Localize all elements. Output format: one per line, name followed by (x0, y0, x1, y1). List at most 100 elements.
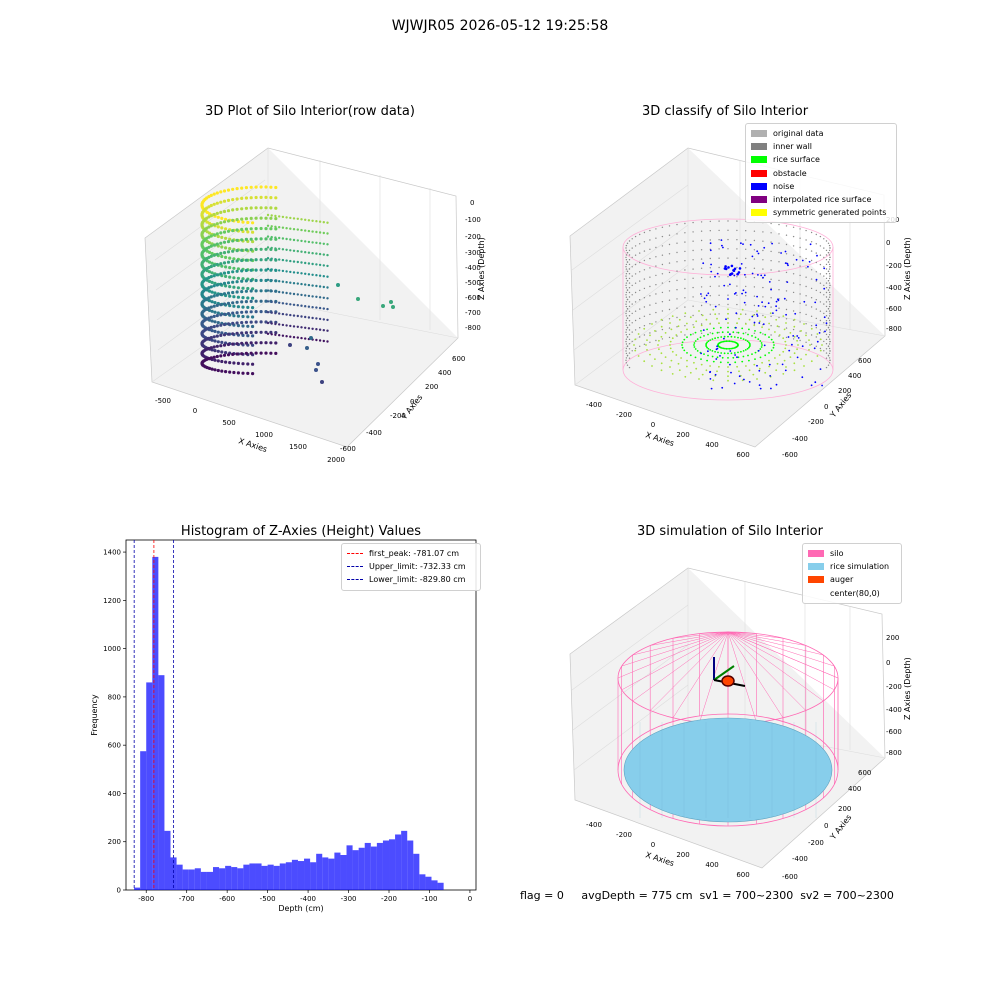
point (808, 260, 811, 263)
point (649, 295, 651, 297)
point (264, 216, 268, 220)
panel1-z-tick: -300 (465, 249, 481, 257)
point (702, 329, 705, 331)
point (709, 304, 711, 306)
point (709, 230, 711, 232)
point (686, 328, 688, 331)
point (216, 330, 220, 334)
point (254, 216, 258, 220)
point (254, 195, 258, 200)
point (326, 329, 329, 332)
point (270, 246, 273, 250)
point (235, 280, 239, 284)
point (763, 246, 766, 249)
point (745, 313, 747, 315)
point (727, 220, 729, 222)
point (259, 226, 263, 231)
point (684, 287, 686, 290)
point (228, 247, 232, 251)
point (762, 323, 765, 325)
point (740, 263, 743, 265)
histogram-bar (407, 840, 414, 890)
point (705, 294, 708, 297)
histogram-bar (134, 887, 141, 890)
point (709, 313, 711, 315)
point (718, 257, 720, 259)
point (269, 196, 273, 200)
point (718, 239, 720, 241)
point (709, 276, 711, 278)
point (722, 347, 725, 350)
point (625, 284, 627, 287)
point (232, 285, 236, 289)
point (296, 282, 299, 285)
point (669, 340, 672, 343)
point (714, 350, 716, 353)
point (281, 258, 285, 262)
point (791, 343, 793, 346)
point (731, 347, 734, 350)
point (631, 294, 633, 296)
point (825, 343, 828, 345)
point (246, 286, 250, 291)
legend-item: Upper_limit: -732.33 cm (347, 560, 475, 573)
point (244, 320, 248, 324)
point (240, 321, 244, 325)
point (226, 250, 231, 254)
point (733, 336, 736, 338)
point (240, 290, 244, 294)
point (668, 253, 671, 255)
point (661, 310, 664, 312)
point (693, 346, 696, 348)
point (626, 261, 629, 263)
point (626, 308, 629, 310)
point (655, 274, 657, 277)
point (792, 245, 795, 247)
point (254, 299, 258, 303)
point (828, 305, 831, 308)
point (747, 333, 749, 336)
point (326, 275, 329, 278)
point (718, 303, 720, 306)
point (799, 293, 801, 295)
point (266, 300, 270, 303)
point (772, 346, 775, 349)
point (736, 276, 738, 278)
point (216, 225, 220, 229)
point (322, 318, 325, 321)
point (249, 237, 253, 241)
point (628, 249, 631, 252)
point (625, 256, 627, 259)
panel1-z-tick: -600 (465, 294, 481, 302)
point (631, 284, 633, 287)
point (775, 305, 777, 308)
point (661, 254, 664, 256)
point (676, 326, 678, 328)
point (828, 310, 831, 312)
point (231, 229, 235, 233)
point (251, 230, 255, 234)
point (231, 208, 235, 212)
point (235, 197, 239, 201)
point (825, 291, 828, 294)
point (753, 332, 756, 334)
point (304, 251, 307, 254)
point (643, 360, 646, 363)
point (322, 296, 325, 299)
point (628, 320, 631, 322)
point (825, 352, 828, 354)
point (212, 284, 216, 288)
point (784, 340, 787, 343)
point (643, 259, 646, 262)
point (628, 310, 631, 312)
point (625, 259, 628, 261)
legend-item: interpolated rice surface (751, 193, 891, 206)
point (209, 325, 213, 329)
point (318, 296, 322, 299)
point (300, 326, 303, 329)
point (212, 314, 216, 318)
panel4-z-tick: -200 (886, 683, 902, 691)
point (322, 231, 325, 235)
point (274, 331, 278, 335)
point (634, 254, 637, 256)
